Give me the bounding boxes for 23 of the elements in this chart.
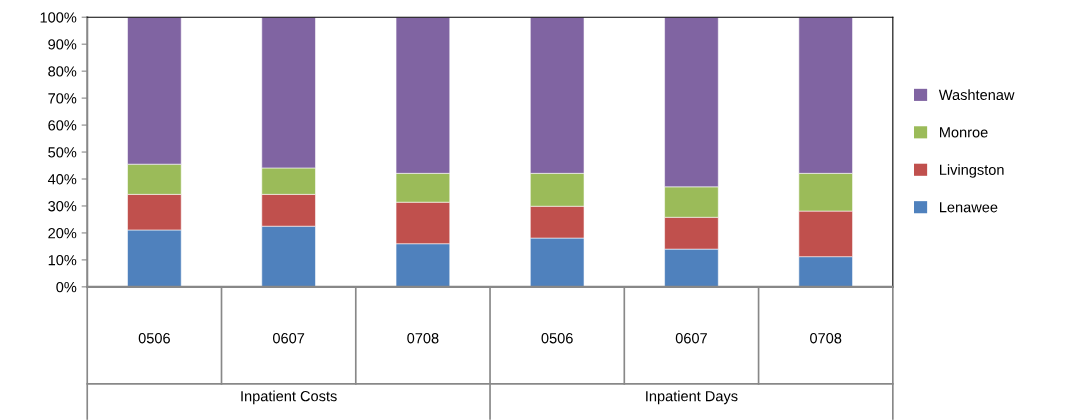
x-tick-label: 0607	[272, 333, 305, 344]
legend-label: Lenawee	[940, 202, 998, 213]
x-tick-label: 0708	[407, 333, 439, 344]
y-tick-label: 20%	[48, 228, 77, 239]
y-tick-label: 60%	[48, 120, 77, 131]
legend-label: Monroe	[940, 127, 988, 138]
x-tick-label: 0708	[810, 333, 842, 344]
y-tick-label: 80%	[48, 66, 77, 77]
y-tick-label: 100%	[40, 12, 77, 23]
x-tick-label: 0506	[138, 333, 170, 344]
text: Inpatient Days	[646, 390, 738, 405]
y-tick-label: 40%	[47, 174, 77, 185]
y-tick-label: 50%	[48, 147, 77, 158]
y-tick-label: 70%	[48, 93, 77, 104]
text: Inpatient Costs	[241, 390, 337, 405]
legend-label: Livingston	[940, 164, 1004, 178]
y-tick-label: 90%	[48, 39, 77, 50]
x-tick-label: 0607	[675, 333, 707, 344]
y-tick-label: 10%	[48, 255, 77, 266]
legend-label: Washtenaw	[938, 89, 1015, 101]
x-tick-label: 0506	[541, 333, 573, 344]
y-tick-label: 0%	[56, 281, 77, 293]
y-tick-label: 30%	[48, 201, 77, 212]
